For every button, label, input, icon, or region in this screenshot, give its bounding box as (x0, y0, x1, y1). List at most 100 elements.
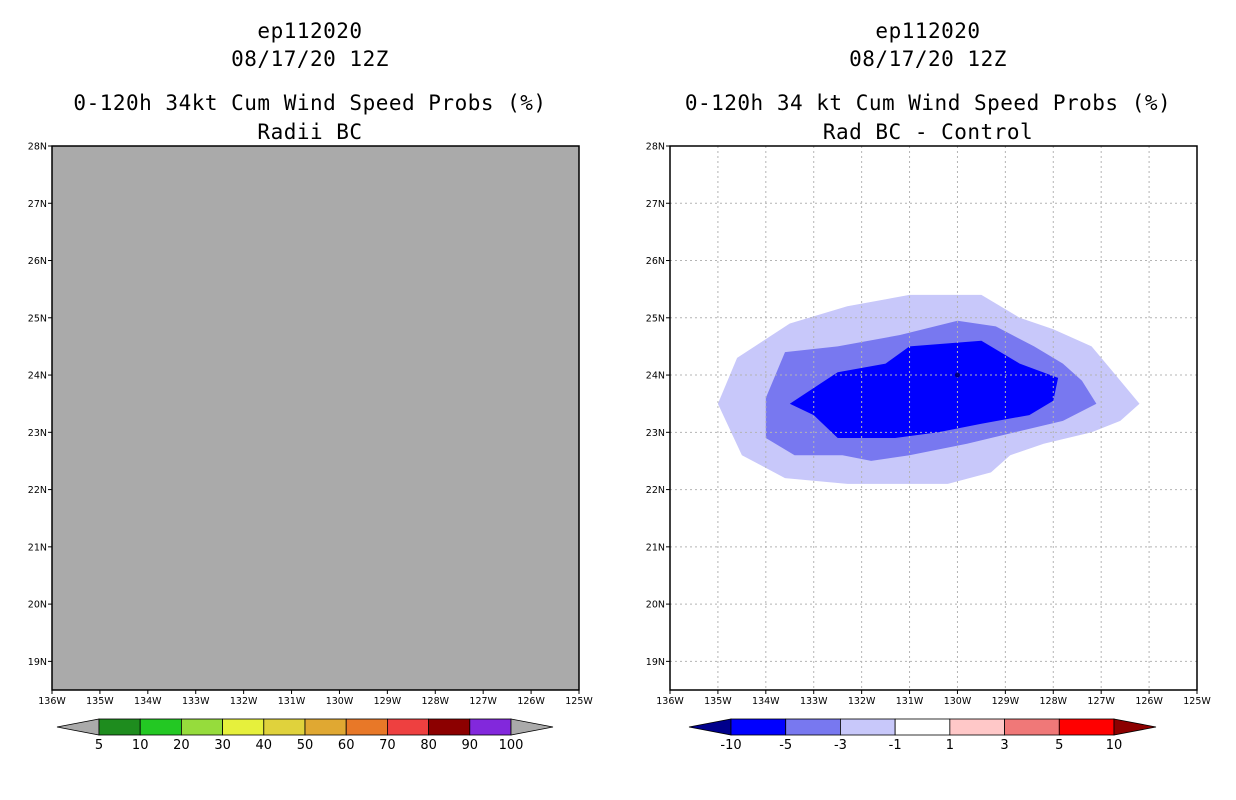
left-colorbar-label: 30 (214, 738, 231, 753)
left-colorbar-label: 50 (297, 738, 314, 753)
right-contour-3 (789, 340, 1059, 438)
right-y-tick-label: 26N (646, 256, 665, 267)
left-colorbar-swatch (304, 718, 347, 736)
right-colorbar: -10 -5 -3 -1 1 3 5 10 (688, 718, 1157, 753)
right-y-tick-label: 24N (646, 371, 665, 382)
left-plot-area: 136W 135W 134W 133W 132W 131W 130W 129W 128W 127W… (28, 142, 594, 708)
left-x-tick-label: 127W (469, 696, 497, 707)
left-plot-background (52, 146, 579, 690)
left-colorbar-swatch (98, 718, 141, 736)
right-storm-center (954, 372, 960, 378)
left-colorbar: 5 10 20 30 40 50 60 70 80 90 100 (56, 718, 554, 753)
right-y-tick-label: 19N (646, 657, 665, 668)
right-x-tick-label: 134W (752, 696, 780, 707)
right-x-tick-label: 129W (992, 696, 1020, 707)
right-x-tick-label: 133W (800, 696, 828, 707)
left-y-tick-label: 27N (28, 199, 47, 210)
left-y-tick-label: 25N (28, 313, 47, 324)
right-colorbar-label: -1 (889, 738, 902, 753)
right-chart-subtitle: Rad BC - Control (822, 120, 1034, 144)
left-chart-subtitle: Radii BC (257, 120, 363, 144)
right-colorbar-swatch (949, 718, 1005, 736)
right-colorbar-swatch (840, 718, 896, 736)
right-colorbar-swatch (1058, 718, 1115, 736)
right-storm-id: ep112020 (875, 19, 981, 43)
right-colorbar-swatch (1004, 718, 1060, 736)
left-colorbar-label: 90 (462, 738, 479, 753)
right-colorbar-label: 10 (1106, 738, 1123, 753)
left-colorbar-swatch (180, 718, 223, 736)
left-colorbar-swatch (345, 718, 388, 736)
left-colorbar-swatch (263, 718, 306, 736)
right-x-tick-label: 128W (1040, 696, 1068, 707)
left-colorbar-label: 100 (499, 738, 524, 753)
right-x-tick-label: 125W (1183, 696, 1211, 707)
right-y-tick-label: 25N (646, 313, 665, 324)
right-colorbar-swatch (894, 718, 951, 736)
left-y-tick-label: 26N (28, 256, 47, 267)
right-y-tick-label: 27N (646, 199, 665, 210)
right-y-tick-label: 22N (646, 485, 665, 496)
right-x-tick-label: 132W (848, 696, 876, 707)
left-x-tick-label: 128W (422, 696, 450, 707)
left-colorbar-label: 20 (173, 738, 190, 753)
left-x-tick-label: 126W (517, 696, 545, 707)
left-storm-id: ep112020 (257, 19, 363, 43)
right-colorbar-label: 1 (946, 738, 954, 753)
left-date: 08/17/20 12Z (231, 47, 389, 71)
right-colorbar-swatch (730, 718, 787, 736)
right-plot-frame (669, 145, 1198, 691)
left-colorbar-swatch (469, 718, 512, 736)
left-colorbar-swatch (139, 718, 182, 736)
left-x-tick-label: 132W (230, 696, 258, 707)
right-date: 08/17/20 12Z (849, 47, 1007, 71)
left-y-tick-label: 23N (28, 428, 47, 439)
left-colorbar-low-arrow (56, 718, 100, 736)
left-colorbar-swatch (428, 718, 471, 736)
right-plot-area: 136W 135W 134W 133W 132W 131W 130W 129W 128W 127W… (646, 142, 1212, 708)
right-y-tick-label: 20N (646, 600, 665, 611)
right-x-tick-label: 136W (656, 696, 684, 707)
right-y-tick-label: 23N (646, 428, 665, 439)
right-colorbar-label: -10 (720, 738, 741, 753)
right-x-tick-label: 126W (1135, 696, 1163, 707)
right-colorbar-label: 3 (1000, 738, 1008, 753)
left-colorbar-label: 60 (338, 738, 355, 753)
left-y-tick-label: 24N (28, 371, 47, 382)
left-colorbar-label: 40 (256, 738, 273, 753)
left-y-tick-label: 19N (28, 657, 47, 668)
left-x-tick-label: 125W (565, 696, 593, 707)
left-colorbar-swatch (386, 718, 429, 736)
right-y-tick-label: 28N (646, 142, 665, 153)
left-colorbar-label: 10 (132, 738, 149, 753)
right-colorbar-swatch (785, 718, 841, 736)
left-x-tick-label: 136W (38, 696, 66, 707)
left-colorbar-high-arrow (510, 718, 554, 736)
left-colorbar-label: 5 (95, 738, 103, 753)
left-x-tick-label: 133W (182, 696, 210, 707)
right-x-tick-label: 130W (944, 696, 972, 707)
left-y-tick-label: 20N (28, 600, 47, 611)
right-colorbar-label: -5 (779, 738, 792, 753)
right-colorbar-label: -3 (834, 738, 847, 753)
left-colorbar-swatch (222, 718, 265, 736)
right-x-tick-label: 135W (704, 696, 732, 707)
left-colorbar-label: 80 (420, 738, 437, 753)
left-x-tick-label: 134W (134, 696, 162, 707)
left-colorbar-label: 70 (379, 738, 396, 753)
right-colorbar-label: 5 (1055, 738, 1063, 753)
right-x-tick-label: 131W (896, 696, 924, 707)
left-y-tick-label: 28N (28, 142, 47, 153)
right-y-tick-label: 21N (646, 542, 665, 553)
left-chart-title: 0-120h 34kt Cum Wind Speed Probs (%) (73, 91, 547, 115)
left-x-tick-label: 135W (86, 696, 114, 707)
left-plot-frame (51, 145, 580, 691)
left-x-tick-label: 130W (326, 696, 354, 707)
right-colorbar-low-arrow (688, 718, 732, 736)
right-x-tick-label: 127W (1087, 696, 1115, 707)
right-colorbar-high-arrow (1113, 718, 1157, 736)
left-x-tick-label: 129W (374, 696, 402, 707)
right-chart-title: 0-120h 34 kt Cum Wind Speed Probs (%) (684, 91, 1172, 115)
left-y-tick-label: 22N (28, 485, 47, 496)
